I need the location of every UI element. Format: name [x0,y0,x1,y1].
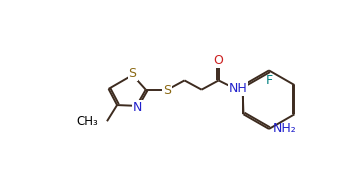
Text: F: F [265,74,273,87]
Text: O: O [214,54,224,67]
Text: CH₃: CH₃ [76,115,98,128]
Text: NH₂: NH₂ [273,122,297,136]
Text: S: S [163,84,171,97]
Text: S: S [129,67,136,80]
Text: NH: NH [229,82,247,95]
Text: N: N [132,101,142,114]
